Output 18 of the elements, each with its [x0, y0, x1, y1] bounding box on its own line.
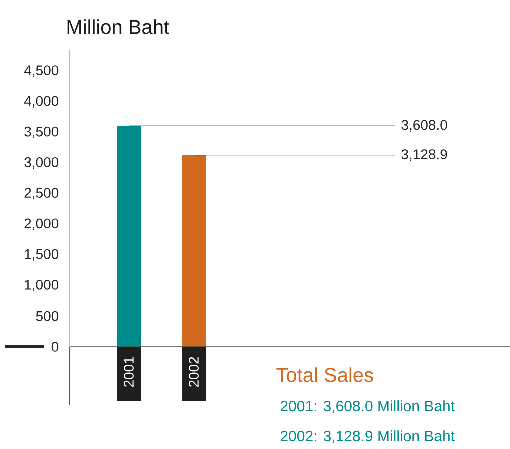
y-tick-label: 2,000: [24, 218, 59, 230]
y-tick-label: 4,500: [24, 66, 59, 78]
y-axis-title: Million Baht: [68, 20, 170, 34]
y-tick-label: 1,000: [25, 280, 59, 292]
y-tick-label: 500: [36, 311, 59, 322]
text: 2001: 3,608.0 Million Baht: [280, 400, 455, 414]
x-tick-label: 2002: [189, 357, 199, 388]
text: 2002: 3,128.9 Million Baht: [280, 430, 455, 444]
y-tick-label: 3,000: [24, 157, 59, 170]
y-tick-label: 3,500: [24, 126, 59, 138]
y-tick-label: 0: [52, 342, 59, 352]
y-tick-label: 1,500: [25, 249, 59, 261]
data-label: 3,128.9: [402, 150, 448, 162]
x-tick-label: 2001: [124, 357, 134, 388]
y-tick-label: 4,000: [24, 96, 59, 108]
text: Total Sales: [276, 368, 374, 382]
data-label: 3,608.0: [402, 120, 448, 132]
y-tick-label: 2,500: [24, 188, 59, 200]
